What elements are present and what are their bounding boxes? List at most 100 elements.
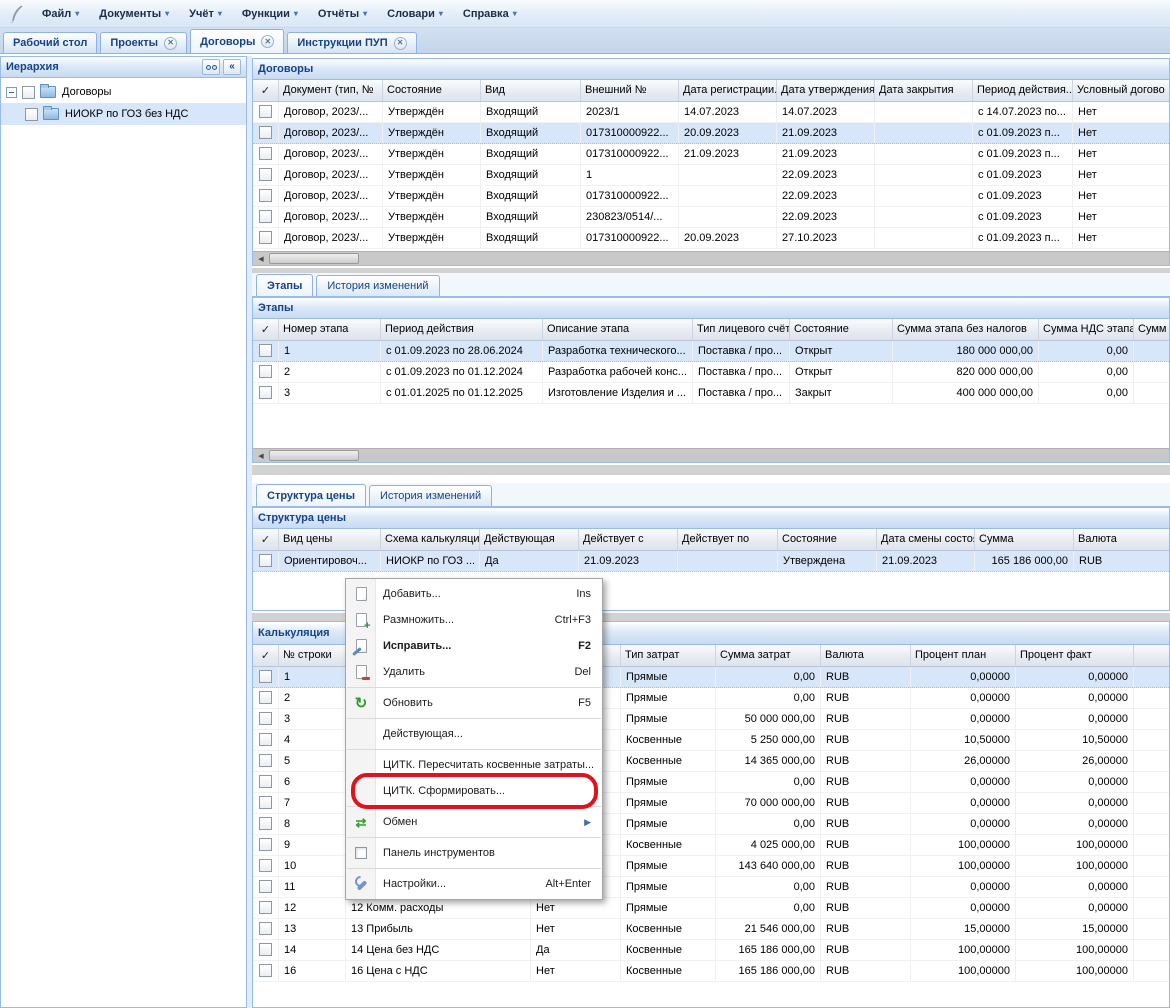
row-checkbox[interactable] [259,859,272,872]
select-all-header[interactable]: ✓ [253,319,279,340]
horizontal-splitter[interactable] [252,465,1170,475]
column-header[interactable]: Номер этапа [279,319,381,340]
row-checkbox[interactable] [259,365,272,378]
column-header[interactable]: Состояние [383,80,481,101]
menu-documents[interactable]: Документы ▾ [89,3,179,25]
column-header[interactable]: Сумма этапа без налогов [893,319,1039,340]
row-checkbox[interactable] [259,817,272,830]
row-checkbox[interactable] [259,189,272,202]
column-header[interactable]: Сумма затрат [716,645,821,666]
menu-functions[interactable]: Функции ▾ [232,3,308,25]
horizontal-splitter[interactable] [252,613,1170,621]
menu-item-settings[interactable]: Настройки... Alt+Enter [346,871,602,897]
close-icon[interactable]: ✕ [261,35,275,48]
column-header[interactable]: Валюта [1078,533,1117,545]
tab-contracts[interactable]: Договоры ✕ [190,29,285,53]
column-header[interactable]: Условный догово [1077,84,1165,96]
menu-reports[interactable]: Отчёты ▾ [308,3,377,25]
row-checkbox[interactable] [259,344,272,357]
tab-desktop[interactable]: Рабочий стол [3,32,98,53]
contracts-hscrollbar[interactable]: ◀ [253,251,1169,265]
column-header[interactable]: Вид [481,80,581,101]
row-checkbox[interactable] [259,168,272,181]
menu-item-add[interactable]: Добавить... Ins [346,581,602,607]
column-header[interactable]: Действует по [678,529,778,550]
search-button[interactable] [202,59,220,75]
row-checkbox[interactable] [259,775,272,788]
column-header[interactable]: Процент факт [1016,645,1134,666]
scroll-left-icon[interactable]: ◀ [258,255,264,263]
column-header[interactable]: Дата смены состоя [877,529,975,550]
menu-item-active-price[interactable]: Действующая... [346,721,602,747]
column-header[interactable]: Документ (тип, № [279,80,383,101]
horizontal-splitter[interactable] [252,268,1170,273]
menu-dictionaries[interactable]: Словари ▾ [377,3,453,25]
column-header[interactable]: № строки [279,645,346,666]
row-checkbox[interactable] [259,796,272,809]
table-row[interactable]: Договор, 2023/... Утверждён Входящий 017310… [253,186,1169,207]
row-checkbox[interactable] [259,231,272,244]
row-checkbox[interactable] [259,210,272,223]
table-row[interactable]: Договор, 2023/... Утверждён Входящий 017310… [253,144,1169,165]
tree-node-checkbox[interactable] [22,85,35,99]
menu-item-citk-recalc[interactable]: ЦИТК. Пересчитать косвенные затраты... [346,752,602,778]
table-row[interactable]: Договор, 2023/... Утверждён Входящий 1 22.09… [253,165,1169,186]
select-all-header[interactable]: ✓ [253,645,279,666]
vertical-splitter[interactable] [247,56,252,1008]
row-checkbox[interactable] [259,147,272,160]
stages-hscrollbar[interactable]: ◀ [253,448,1169,462]
table-row[interactable]: 12 12 Комм. расходы Нет Прямые 0,00 RUB 0,0000… [253,898,1169,919]
column-header[interactable]: Процент план [911,645,1016,666]
table-row[interactable]: Договор, 2023/... Утверждён Входящий 017310… [253,228,1169,249]
tree-node-niokr[interactable]: НИОКР по ГОЗ без НДС [1,103,246,125]
menu-help[interactable]: Справка ▾ [453,3,527,25]
column-header[interactable]: Период действия [381,319,543,340]
collapse-panel-button[interactable]: « [223,59,241,75]
tab-pup-instructions[interactable]: Инструкции ПУП ✕ [287,32,417,53]
column-header[interactable]: Схема калькуляци [381,529,480,550]
menu-item-edit[interactable]: Исправить... F2 [346,633,602,659]
table-row[interactable]: Договор, 2023/... Утверждён Входящий 2023/1… [253,102,1169,123]
column-header[interactable]: Период действия.. [973,80,1073,101]
column-header[interactable]: Внешний № [581,80,679,101]
row-checkbox[interactable] [259,670,272,683]
menu-item-exchange[interactable]: Обмен ▶ [346,809,602,835]
row-checkbox[interactable] [259,126,272,139]
column-header[interactable]: Состояние [778,529,877,550]
row-checkbox[interactable] [259,943,272,956]
select-all-header[interactable]: ✓ [253,529,279,550]
column-header[interactable]: Тип затрат [621,645,716,666]
column-header[interactable]: Вид цены [279,529,381,550]
collapse-node-icon[interactable] [6,86,17,98]
scrollbar-thumb[interactable] [269,253,359,264]
row-checkbox[interactable] [259,901,272,914]
column-header[interactable]: Дата утверждения [777,80,875,101]
column-header[interactable]: Тип лицевого счёт [693,319,790,340]
tab-price-history[interactable]: История изменений [368,485,493,506]
table-row[interactable]: 14 14 Цена без НДС Да Косвенные 165 186 000,… [253,940,1169,961]
column-header[interactable]: Сумм [1138,323,1167,335]
column-header[interactable]: Дата закрытия [875,80,973,101]
row-checkbox[interactable] [259,712,272,725]
menu-item-duplicate[interactable]: Размножить... Ctrl+F3 [346,607,602,633]
scrollbar-thumb[interactable] [269,450,359,461]
table-row[interactable]: Договор, 2023/... Утверждён Входящий 017310… [253,123,1169,144]
column-header[interactable] [531,645,621,666]
column-header[interactable]: Дата регистрации. [679,80,777,101]
row-checkbox[interactable] [259,964,272,977]
column-header[interactable] [1134,645,1169,666]
tree-node-contracts[interactable]: Договоры [1,81,246,103]
row-checkbox[interactable] [259,554,272,567]
row-checkbox[interactable] [259,105,272,118]
table-row[interactable]: Ориентировоч... НИОКР по ГОЗ ... Да 21.09.2… [253,551,1169,572]
scroll-left-icon[interactable]: ◀ [258,452,264,460]
tab-price-structure[interactable]: Структура цены [256,484,366,506]
row-checkbox[interactable] [259,838,272,851]
tab-projects[interactable]: Проекты ✕ [100,32,188,53]
tree-node-checkbox[interactable] [25,107,38,121]
row-checkbox[interactable] [259,691,272,704]
close-icon[interactable]: ✕ [393,36,407,50]
table-row[interactable]: 16 16 Цена с НДС Нет Косвенные 165 186 000,0… [253,961,1169,982]
